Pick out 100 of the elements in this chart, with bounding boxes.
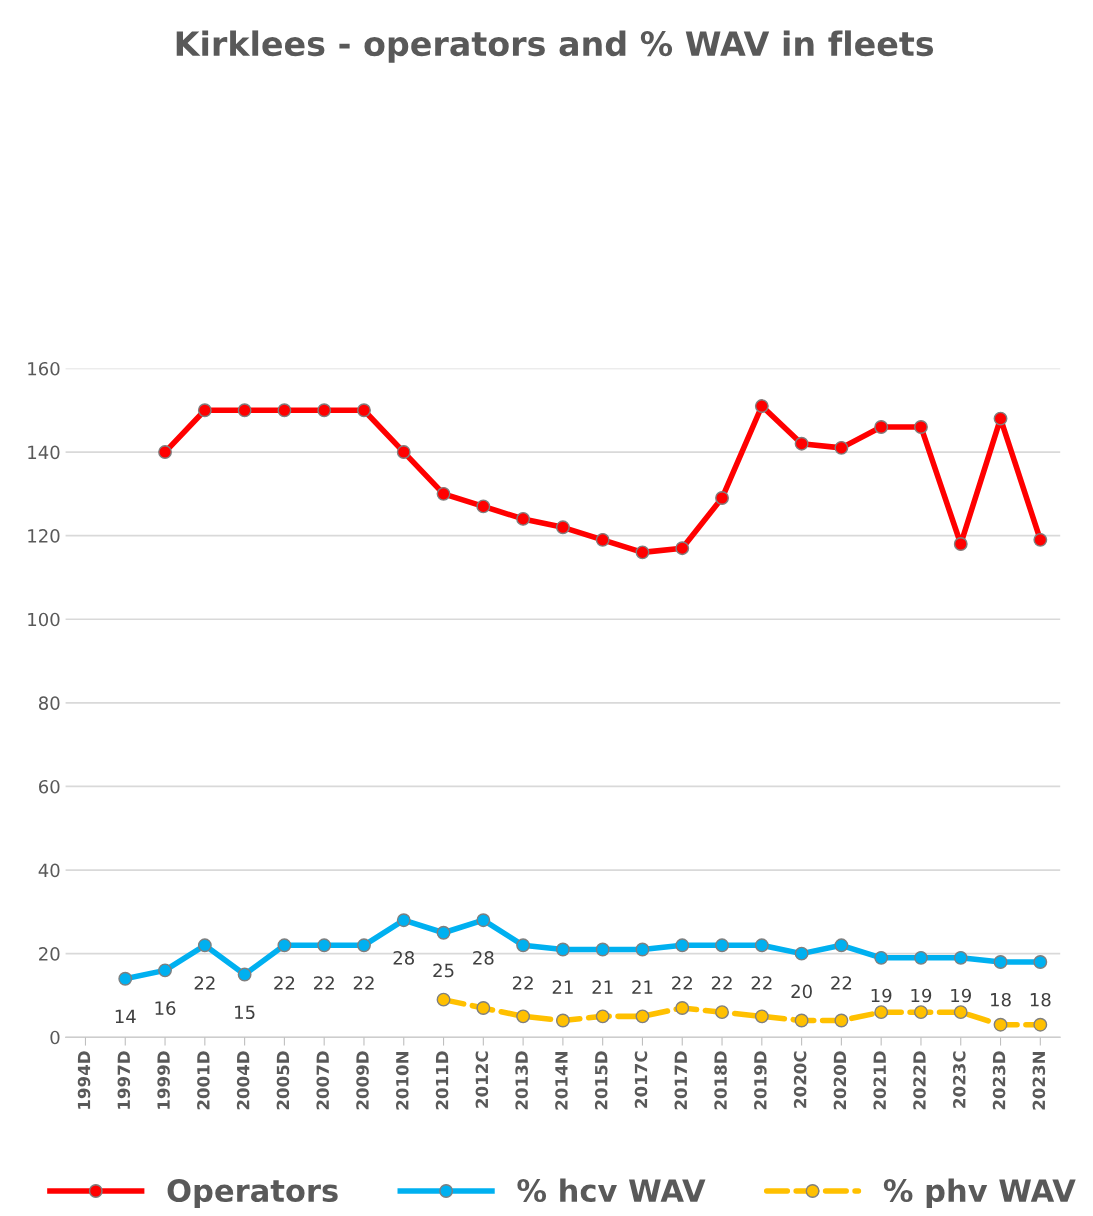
- data-label: 18: [991, 992, 1011, 1007]
- x-tick-label: 2014N: [555, 1051, 568, 1110]
- x-tick-label: 2005D: [276, 1051, 290, 1110]
- point: [595, 942, 610, 957]
- point: [516, 1009, 531, 1024]
- point: [158, 445, 172, 459]
- point: [396, 913, 411, 928]
- point: [953, 950, 968, 965]
- point: [635, 942, 650, 957]
- y-tick-label: 160: [28, 361, 60, 376]
- point: [794, 1013, 809, 1028]
- data-label: 22: [353, 976, 374, 990]
- data-label: 28: [393, 951, 415, 965]
- point: [357, 403, 371, 418]
- x-tick-label: 2023D: [992, 1051, 1006, 1110]
- point: [237, 967, 252, 982]
- point: [436, 992, 451, 1007]
- x-tick-label: 2004D: [236, 1051, 250, 1110]
- data-label: 22: [512, 976, 533, 990]
- point: [914, 950, 928, 965]
- data-label: 18: [1030, 992, 1051, 1007]
- y-tick-label: 60: [39, 779, 60, 794]
- x-tick-label: 2022D: [913, 1051, 926, 1110]
- y-tick-label: 80: [38, 696, 60, 710]
- legend-label: Operators: [167, 1178, 338, 1209]
- point: [476, 913, 491, 928]
- x-tick-label: 2020D: [833, 1051, 847, 1110]
- data-label: 19: [871, 988, 892, 1003]
- point: [277, 938, 292, 953]
- y-tick-label: 120: [28, 529, 60, 543]
- point: [993, 955, 1008, 969]
- data-label: 21: [632, 980, 653, 994]
- point: [675, 938, 690, 953]
- data-label: 15: [235, 1005, 255, 1020]
- point: [237, 403, 252, 418]
- point: [754, 399, 769, 414]
- data-label: 22: [194, 976, 215, 990]
- point: [277, 403, 292, 418]
- data-label: 22: [831, 976, 852, 990]
- point: [1033, 955, 1048, 969]
- point: [436, 486, 451, 501]
- data-label: 21: [552, 980, 573, 994]
- x-tick-label: 1999D: [157, 1051, 170, 1109]
- point: [874, 420, 889, 434]
- point: [1033, 532, 1048, 547]
- x-tick-label: 2019D: [754, 1051, 767, 1110]
- point: [516, 938, 531, 953]
- x-tick-label: 2017C: [634, 1051, 648, 1108]
- point: [595, 532, 610, 547]
- point: [158, 963, 172, 978]
- point: [476, 499, 491, 514]
- legend-label: % hcv WAV: [517, 1178, 706, 1203]
- y-tick-label: 100: [28, 612, 60, 627]
- data-label: 25: [433, 963, 454, 978]
- point: [953, 537, 968, 551]
- point: [834, 938, 849, 953]
- data-label: 22: [274, 976, 295, 990]
- point: [754, 1009, 769, 1024]
- point: [317, 938, 332, 953]
- point: [794, 436, 809, 451]
- y-tick-label: 0: [50, 1030, 60, 1045]
- data-label: 22: [711, 976, 732, 990]
- point: [516, 511, 531, 526]
- point: [396, 445, 411, 459]
- data-label: 20: [791, 984, 812, 999]
- point: [555, 520, 570, 535]
- x-tick-label: 1997D: [117, 1051, 131, 1109]
- point: [555, 942, 570, 957]
- x-tick-label: 2012C: [475, 1051, 489, 1108]
- point: [357, 938, 371, 953]
- point: [715, 938, 729, 953]
- point: [197, 403, 212, 418]
- x-tick-label: 2015D: [594, 1051, 608, 1110]
- x-tick-label: 2009D: [356, 1051, 369, 1110]
- x-tick-label: 2021D: [873, 1051, 887, 1110]
- x-tick-label: 2018D: [714, 1051, 727, 1110]
- point: [1033, 1017, 1048, 1032]
- data-label: 16: [155, 1001, 176, 1015]
- y-tick-label: 20: [39, 947, 60, 961]
- point: [953, 1005, 968, 1020]
- data-label: 19: [951, 988, 971, 1003]
- point: [834, 1013, 849, 1028]
- point: [874, 950, 889, 965]
- point: [436, 925, 451, 940]
- point: [993, 411, 1008, 426]
- point: [635, 545, 650, 560]
- point: [118, 971, 133, 986]
- point: [834, 440, 849, 455]
- y-tick-label: 140: [28, 445, 60, 460]
- chart-title: Kirklees - operators and % WAV in fleets: [176, 30, 934, 63]
- x-tick-label: 1994D: [77, 1051, 91, 1109]
- data-label: 28: [473, 951, 494, 965]
- point: [794, 946, 809, 961]
- data-label: 21: [592, 980, 613, 994]
- point: [914, 420, 928, 434]
- legend-label: % phv WAV: [883, 1178, 1076, 1209]
- point: [555, 1013, 570, 1028]
- x-tick-label: 2001D: [197, 1051, 210, 1110]
- point: [993, 1017, 1008, 1032]
- point: [317, 403, 332, 418]
